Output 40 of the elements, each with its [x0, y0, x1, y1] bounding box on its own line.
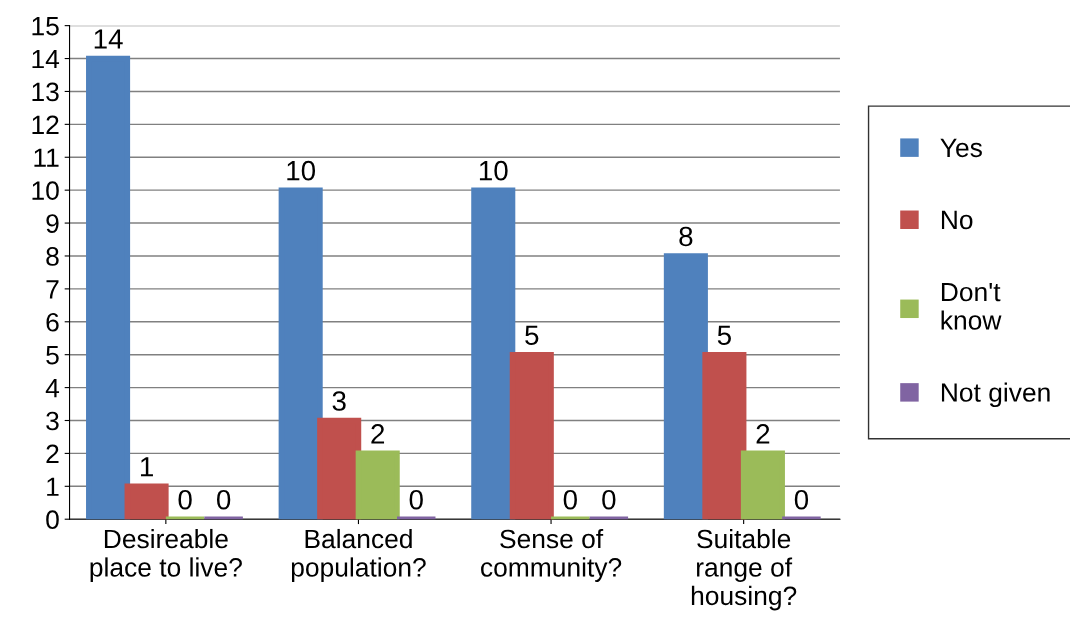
data-label: 0 [794, 489, 809, 510]
y-tick-label: 0 [46, 510, 59, 530]
data-label: 8 [679, 226, 693, 247]
y-tick-label: 11 [34, 148, 59, 167]
legend-label: Yes [940, 138, 982, 158]
y-tick-label: 4 [45, 379, 60, 398]
data-label: 1 [140, 457, 153, 477]
data-label: 3 [332, 391, 346, 411]
y-tick-label: 9 [46, 214, 59, 233]
data-label: 10 [479, 160, 508, 181]
y-tick-label: 12 [32, 115, 59, 134]
y-tick-label: 13 [32, 82, 59, 102]
x-tick-label: Suitable range of housing? [691, 528, 797, 611]
y-tick-label: 2 [46, 444, 59, 463]
y-tick-label: 7 [46, 280, 59, 299]
y-tick-label: 5 [46, 346, 59, 365]
data-label: 5 [525, 325, 539, 346]
data-label: 10 [287, 160, 316, 181]
data-label: 0 [216, 489, 231, 510]
legend-label: Not given [941, 382, 1050, 408]
data-label: 0 [178, 489, 192, 510]
y-tick-label: 3 [46, 411, 59, 431]
y-tick-label: 14 [32, 49, 60, 69]
x-tick-label: Balanced population? [291, 528, 426, 582]
y-tick-label: 15 [32, 17, 59, 36]
data-label: 0 [563, 489, 577, 510]
y-tick-label: 10 [32, 181, 59, 200]
y-tick-label: 8 [46, 247, 59, 266]
data-label: 5 [717, 325, 731, 346]
legend-label: No [941, 210, 973, 230]
data-label: 0 [602, 489, 616, 510]
x-tick-label: Desireable place to live? [90, 528, 242, 582]
y-tick-label: 6 [46, 312, 59, 332]
legend-label: Don't know [941, 282, 1002, 330]
data-label: 14 [94, 29, 123, 49]
data-label: 2 [756, 424, 770, 444]
x-tick-label: Sense of community? [481, 528, 622, 582]
y-tick-label: 1 [47, 477, 59, 496]
data-label: 2 [371, 424, 385, 444]
data-label: 0 [409, 489, 423, 510]
